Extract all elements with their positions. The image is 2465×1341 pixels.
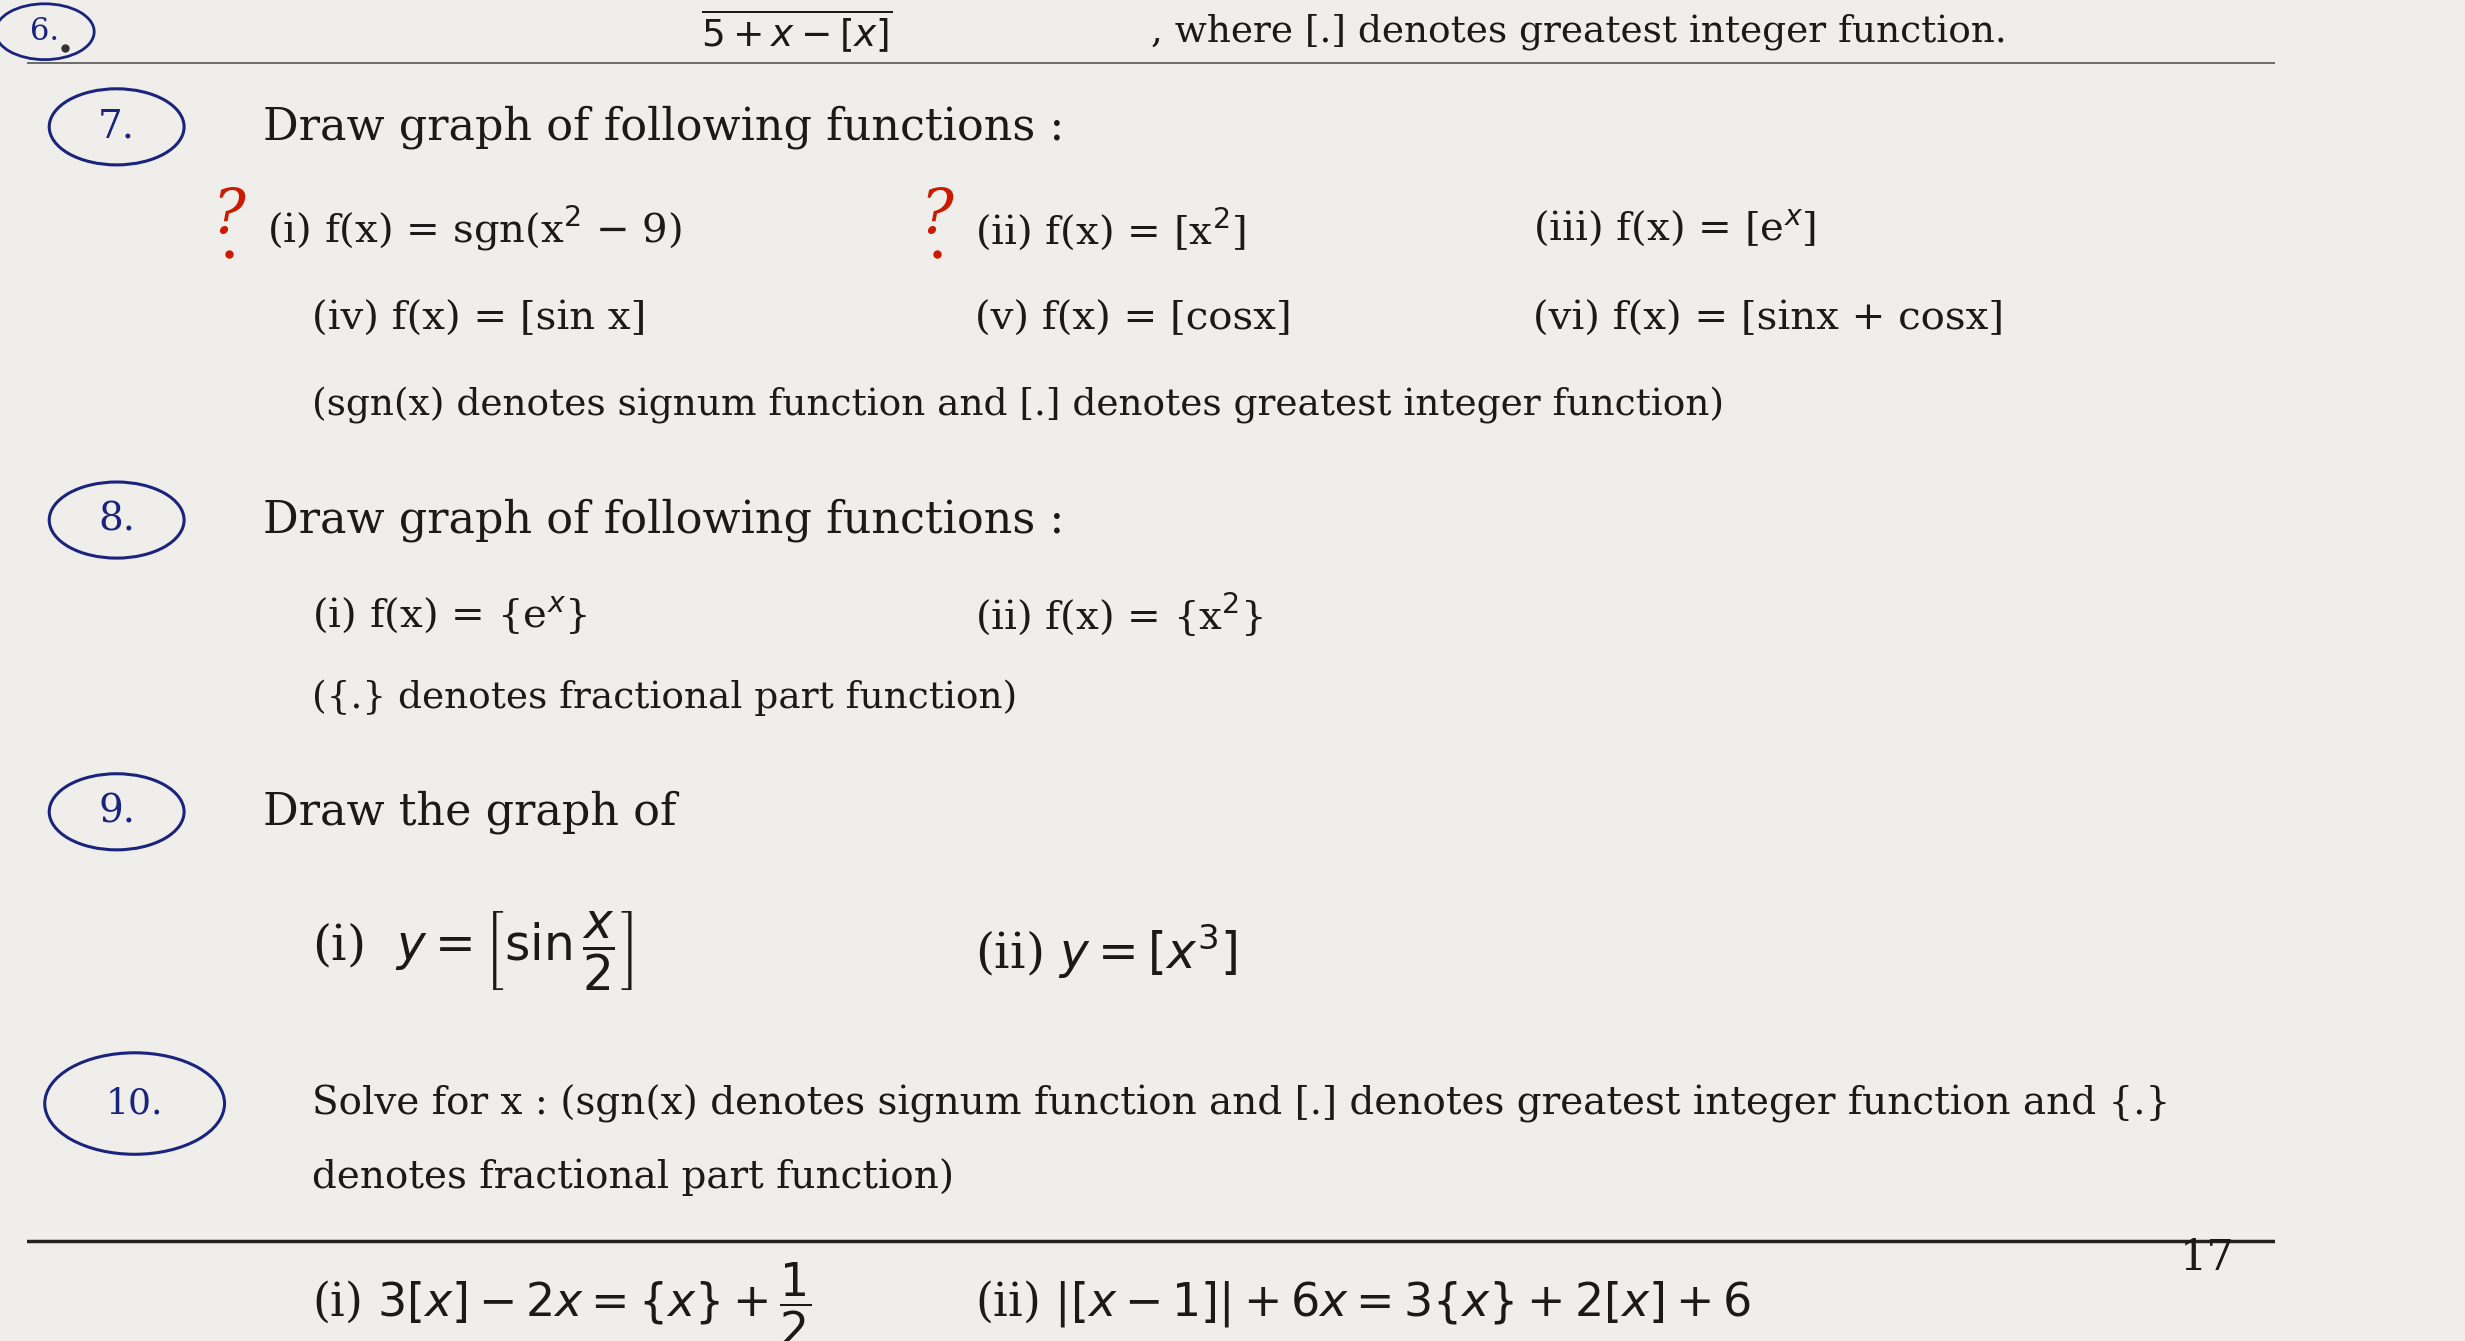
Text: (ii) f(x) = [x$^2$]: (ii) f(x) = [x$^2$] bbox=[976, 205, 1245, 252]
Text: 17: 17 bbox=[2179, 1238, 2233, 1279]
Text: (vi) f(x) = [sinx + cosx]: (vi) f(x) = [sinx + cosx] bbox=[1533, 302, 2004, 338]
Text: Draw graph of following functions :: Draw graph of following functions : bbox=[264, 499, 1065, 542]
Text: (i) f(x) = {e$^x$}: (i) f(x) = {e$^x$} bbox=[313, 594, 587, 637]
Text: (ii) f(x) = {x$^2$}: (ii) f(x) = {x$^2$} bbox=[976, 591, 1265, 640]
Text: $\overline{5+x-[x]}$: $\overline{5+x-[x]}$ bbox=[700, 8, 892, 55]
Text: ?: ? bbox=[922, 185, 954, 245]
Text: 7.: 7. bbox=[99, 109, 136, 145]
Text: ({.} denotes fractional part function): ({.} denotes fractional part function) bbox=[313, 680, 1018, 716]
Text: , where [.] denotes greatest integer function.: , where [.] denotes greatest integer fun… bbox=[1151, 13, 2007, 50]
Text: (i) $3[x] - 2x = \{x\} + \dfrac{1}{2}$: (i) $3[x] - 2x = \{x\} + \dfrac{1}{2}$ bbox=[313, 1261, 811, 1341]
Text: Solve for x : (sgn(x) denotes signum function and [.] denotes greatest integer f: Solve for x : (sgn(x) denotes signum fun… bbox=[313, 1085, 2172, 1122]
Text: (iv) f(x) = [sin x]: (iv) f(x) = [sin x] bbox=[313, 302, 646, 338]
Text: (v) f(x) = [cosx]: (v) f(x) = [cosx] bbox=[976, 302, 1292, 338]
Text: (iii) f(x) = [e$^x$]: (iii) f(x) = [e$^x$] bbox=[1533, 208, 1817, 249]
Text: (sgn(x) denotes signum function and [.] denotes greatest integer function): (sgn(x) denotes signum function and [.] … bbox=[313, 388, 1726, 424]
Text: 6.: 6. bbox=[30, 16, 59, 47]
Text: Draw the graph of: Draw the graph of bbox=[264, 790, 675, 834]
Text: ?: ? bbox=[212, 185, 246, 245]
Text: (ii) $|[x - 1]| + 6x = 3\{x\} + 2[x] + 6$: (ii) $|[x - 1]| + 6x = 3\{x\} + 2[x] + 6… bbox=[976, 1278, 1750, 1329]
Text: 10.: 10. bbox=[106, 1086, 163, 1121]
Text: (i)  $y = \left[\sin\dfrac{x}{2}\right]$: (i) $y = \left[\sin\dfrac{x}{2}\right]$ bbox=[313, 909, 634, 992]
Text: denotes fractional part function): denotes fractional part function) bbox=[313, 1159, 954, 1196]
Text: Draw graph of following functions :: Draw graph of following functions : bbox=[264, 105, 1065, 149]
Text: (i) f(x) = sgn(x$^2$ $-$ 9): (i) f(x) = sgn(x$^2$ $-$ 9) bbox=[266, 204, 683, 253]
Text: 8.: 8. bbox=[99, 502, 136, 539]
Text: 9.: 9. bbox=[99, 794, 136, 830]
Text: (ii) $y = [x^3]$: (ii) $y = [x^3]$ bbox=[976, 921, 1237, 980]
